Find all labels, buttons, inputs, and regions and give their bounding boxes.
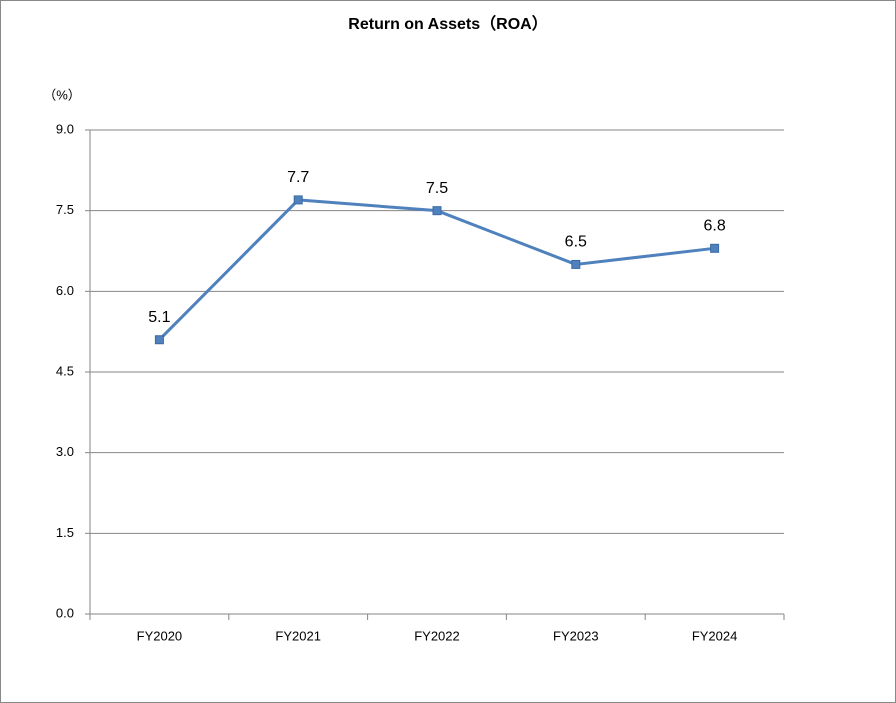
y-tick-label: 0.0 [56,605,74,620]
y-tick-label: 6.0 [56,283,74,298]
y-tick-label: 4.5 [56,363,74,378]
data-marker [710,243,720,253]
x-tick-label: FY2024 [692,628,738,643]
data-label: 6.8 [703,218,725,235]
y-tick-label: 7.5 [56,202,74,217]
data-marker [154,335,164,345]
x-tick-label: FY2022 [414,628,460,643]
data-marker [293,195,303,205]
y-tick-label: 9.0 [56,121,74,136]
data-label: 7.7 [287,169,309,186]
data-label: 7.5 [426,180,448,197]
data-label: 6.5 [565,234,587,251]
x-tick-label: FY2023 [553,628,599,643]
y-tick-label: 3.0 [56,444,74,459]
x-tick-label: FY2021 [275,628,321,643]
y-axis-label: （%） [43,87,81,102]
y-tick-label: 1.5 [56,525,74,540]
x-tick-label: FY2020 [137,628,183,643]
data-marker [571,259,581,269]
data-label: 5.1 [148,309,170,326]
data-marker [432,206,442,216]
chart-title: Return on Assets（ROA） [348,15,547,33]
